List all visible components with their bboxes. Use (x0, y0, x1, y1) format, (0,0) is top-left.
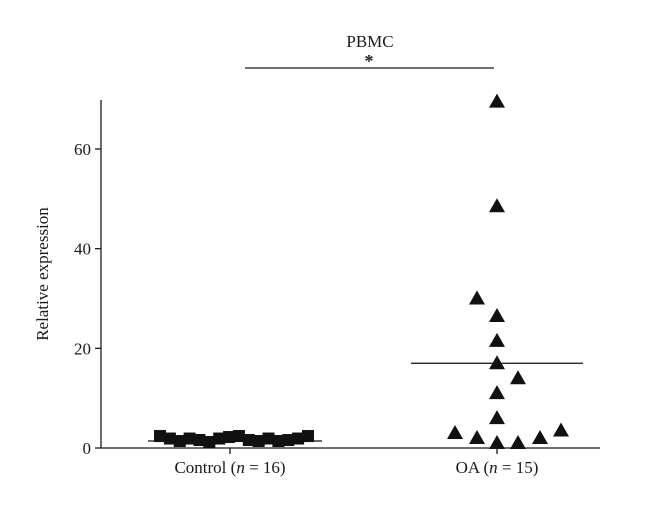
data-point-control (292, 432, 305, 445)
data-point-oa (489, 307, 505, 322)
axes: 0 20 40 60 (74, 100, 600, 458)
data-point-control (302, 430, 314, 443)
data-point-oa (489, 198, 505, 213)
data-point-control (272, 435, 285, 448)
oa-n-symbol: n (489, 458, 498, 477)
data-point-oa (553, 422, 569, 437)
significance-star: * (365, 51, 374, 71)
y-axis-label: Relative expression (33, 207, 52, 341)
y-tick-label: 0 (83, 439, 92, 458)
data-point-oa (532, 430, 548, 445)
y-tick-label: 60 (74, 140, 91, 159)
data-point-oa (447, 425, 463, 440)
control-n-symbol: n (236, 458, 245, 477)
data-point-oa (489, 355, 505, 370)
data-point-control (163, 432, 176, 445)
data-point-oa (489, 332, 505, 347)
y-tick-label: 20 (74, 339, 91, 358)
data-point-control (223, 431, 236, 444)
x-tick-label-control: Control (n = 16) (174, 458, 285, 477)
data-point-oa (510, 435, 526, 450)
oa-name: OA (456, 458, 481, 477)
control-name: Control (174, 458, 226, 477)
data-point-control (154, 430, 166, 443)
x-tick-label-oa: OA (n = 15) (456, 458, 539, 477)
data-point-control (262, 432, 275, 445)
chart-title: PBMC (346, 32, 393, 51)
data-point-control (232, 430, 245, 443)
data-point-oa (469, 290, 485, 305)
data-point-control (183, 432, 196, 445)
data-point-oa (489, 435, 505, 450)
data-point-control (242, 434, 255, 447)
data-point-oa (489, 93, 505, 108)
data-point-control (173, 435, 186, 448)
data-point-oa (489, 385, 505, 400)
data-marks (148, 93, 583, 450)
data-point-control (203, 436, 216, 449)
data-point-oa (469, 430, 485, 445)
data-point-control (213, 432, 226, 445)
data-point-control (193, 434, 206, 447)
data-point-oa (510, 370, 526, 385)
control-n-value: = 16) (249, 458, 286, 477)
y-tick-label: 40 (74, 240, 91, 259)
data-point-control (282, 434, 295, 447)
oa-n-value: = 15) (502, 458, 539, 477)
data-point-oa (489, 410, 505, 425)
data-point-control (252, 435, 265, 448)
